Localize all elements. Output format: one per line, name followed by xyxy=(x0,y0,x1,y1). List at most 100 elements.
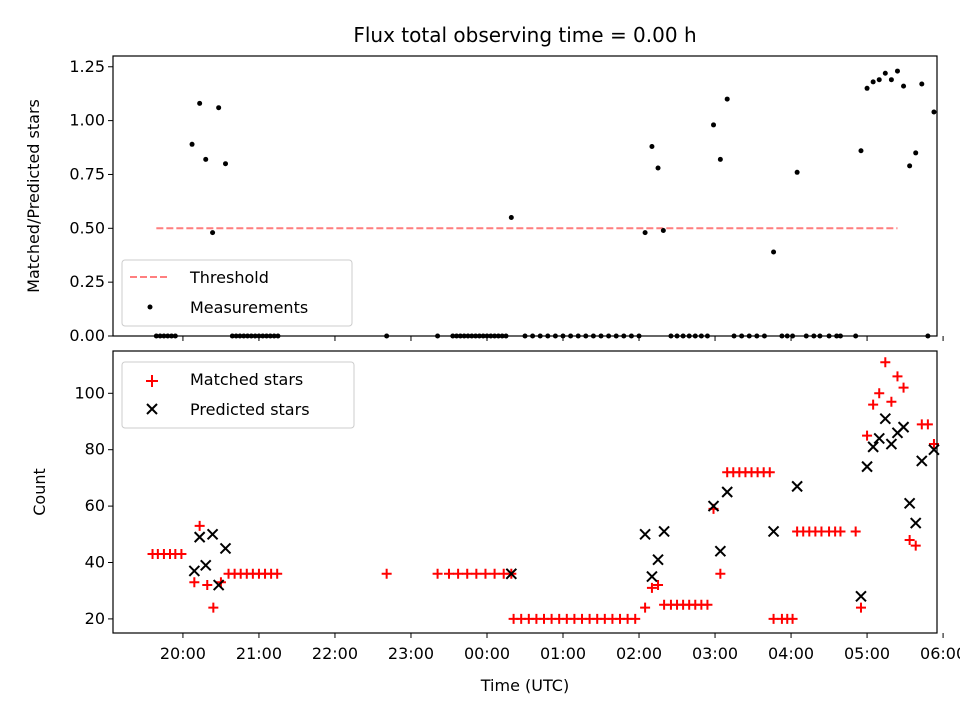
matched-star-point xyxy=(922,419,933,430)
matched-star-point xyxy=(453,568,464,579)
predicted-star-point xyxy=(910,517,922,529)
measurement-point xyxy=(655,165,661,171)
predicted-star-point xyxy=(897,421,910,433)
bottom-panel-plot-area xyxy=(147,357,940,624)
matched-star-point xyxy=(462,568,473,579)
matched-star-point xyxy=(640,602,651,613)
predicted-star-point xyxy=(855,590,867,603)
measurement-point xyxy=(913,150,919,156)
matched-star-point xyxy=(880,357,891,368)
predicted-star-point xyxy=(885,438,898,450)
predicted-star-point xyxy=(714,545,727,557)
predicted-star-point xyxy=(767,525,780,538)
matched-star-point xyxy=(646,582,657,593)
matched-star-point xyxy=(835,526,846,537)
matched-star-point xyxy=(480,568,491,579)
matched-star-point xyxy=(443,568,454,579)
predicted-star-point xyxy=(721,486,733,498)
matched-star-point xyxy=(653,580,664,591)
matched-star-point xyxy=(787,613,798,624)
top-panel-plot-area xyxy=(153,68,937,339)
y-tick-label: 80 xyxy=(85,440,105,459)
y-tick-label: 1.00 xyxy=(69,111,105,130)
measurement-point xyxy=(794,169,800,175)
matched-star-point xyxy=(208,602,219,613)
measurements-legend-swatch xyxy=(147,304,153,310)
matched-star-point xyxy=(764,467,775,478)
predicted-star-point xyxy=(652,553,664,566)
predicted-star-point xyxy=(861,460,873,473)
measurement-point xyxy=(771,249,777,255)
matched-star-point xyxy=(489,568,500,579)
predicted-star-point xyxy=(206,528,219,541)
legend-matched-stars-label: Matched stars xyxy=(190,370,303,389)
matched-star-point xyxy=(432,568,443,579)
predicted-star-point xyxy=(791,480,803,493)
matched-star-point xyxy=(630,613,641,624)
legend-threshold-label: Threshold xyxy=(189,268,269,287)
bottom-panel-y-axis-label: Count xyxy=(30,468,49,516)
matched-star-point xyxy=(886,396,897,407)
predicted-star-point xyxy=(212,579,225,591)
measurement-point xyxy=(858,148,864,154)
matched-star-point xyxy=(176,549,187,560)
predicted-star-point xyxy=(916,455,928,467)
measurement-point xyxy=(189,141,195,147)
predicted-star-point xyxy=(639,528,651,541)
top-panel-y-axis-label: Matched/Predicted stars xyxy=(24,99,43,293)
matched-star-point xyxy=(850,526,861,537)
measurement-point xyxy=(711,122,717,128)
x-tick-label: 05:00 xyxy=(844,644,890,663)
measurement-point xyxy=(907,163,913,169)
measurement-point xyxy=(864,85,870,91)
legend-predicted-stars-label: Predicted stars xyxy=(190,400,310,419)
measurement-point xyxy=(717,156,723,162)
predicted-star-point xyxy=(188,565,201,577)
top-panel-frame xyxy=(112,55,938,337)
measurement-point xyxy=(642,230,648,236)
x-tick-label: 22:00 xyxy=(312,644,358,663)
x-tick-label: 23:00 xyxy=(388,644,434,663)
measurement-point xyxy=(876,77,882,83)
x-tick-label: 01:00 xyxy=(540,644,586,663)
legend-measurements-label: Measurements xyxy=(190,298,308,317)
matched-stars-legend-swatch xyxy=(146,375,158,387)
matched-star-point xyxy=(194,520,205,531)
matched-star-point xyxy=(904,534,915,545)
measurement-point xyxy=(660,227,666,233)
measurement-point xyxy=(901,83,907,89)
measurement-point xyxy=(210,230,216,236)
predicted-star-point xyxy=(707,500,720,512)
measurement-point xyxy=(203,156,209,162)
x-tick-label: 21:00 xyxy=(236,644,282,663)
bottom-legend-box xyxy=(121,361,355,429)
predicted-star-point xyxy=(219,542,232,555)
matched-star-point xyxy=(892,371,903,382)
predicted-star-point xyxy=(873,432,885,445)
y-tick-label: 60 xyxy=(85,496,105,515)
matched-star-point xyxy=(715,568,726,579)
matched-star-point xyxy=(862,430,873,441)
predicted-star-point xyxy=(200,559,212,572)
predicted-star-point xyxy=(193,531,206,543)
bottom-panel-frame xyxy=(112,350,938,634)
y-tick-label: 0.50 xyxy=(69,218,105,237)
measurement-point xyxy=(931,109,937,115)
top-panel-title: Flux total observing time = 0.00 h xyxy=(353,23,696,47)
measurement-point xyxy=(223,161,229,167)
matched-star-point xyxy=(868,399,879,410)
predicted-star-point xyxy=(903,497,916,509)
measurement-point xyxy=(649,143,655,149)
matched-star-point xyxy=(381,568,392,579)
measurement-point xyxy=(894,68,900,74)
top-panel-x-ticks xyxy=(182,336,944,341)
top-panel-y-ticks: 0.00 0.25 0.50 0.75 1.00 1.25 xyxy=(69,57,113,345)
y-tick-label: 100 xyxy=(74,383,105,402)
matched-star-point xyxy=(202,580,213,591)
predicted-stars-legend-swatch xyxy=(146,403,158,415)
x-tick-label: 20:00 xyxy=(160,644,206,663)
matched-star-point xyxy=(898,382,909,393)
predicted-star-point xyxy=(646,570,658,583)
